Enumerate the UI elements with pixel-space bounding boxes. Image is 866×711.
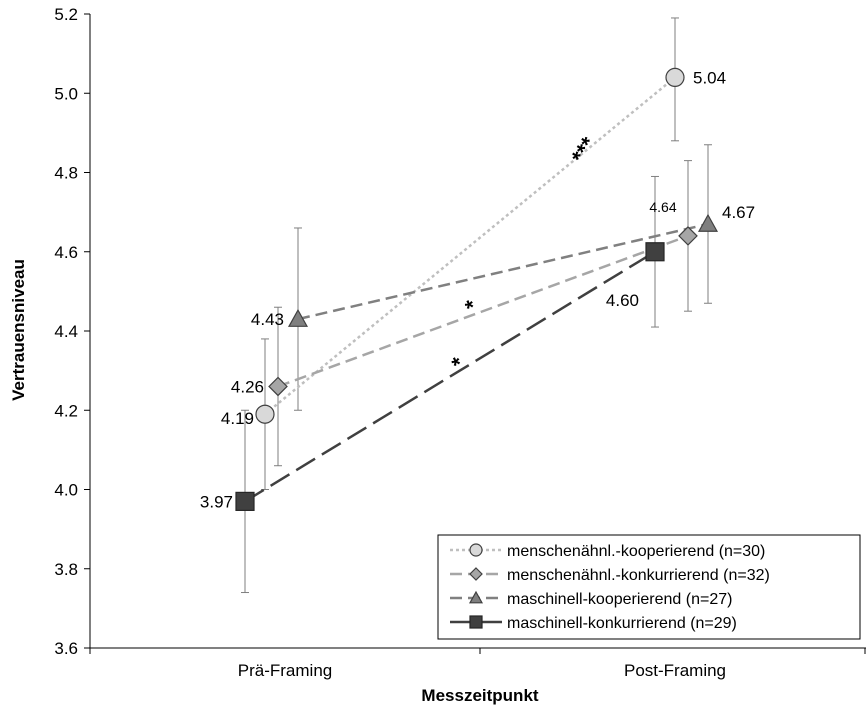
x-tick-label: Prä-Framing xyxy=(238,661,332,680)
data-label: 4.19 xyxy=(221,409,254,428)
series-markers xyxy=(235,67,719,511)
y-tick-label: 4.2 xyxy=(54,401,78,420)
legend-box xyxy=(437,534,861,640)
y-tick-label: 4.6 xyxy=(54,243,78,262)
axes: 3.6 3.8 4.0 4.2 4.4 4.6 4.8 5.0 5.2 Prä-Framing Po… xyxy=(54,5,866,680)
y-axis-title: Vertrauensniveau xyxy=(9,259,28,401)
legend-label: menschenähnl.-kooperierend (n=30) xyxy=(507,543,765,560)
legend-label: maschinell-konkurrierend (n=29) xyxy=(507,615,737,632)
significance-marker: * xyxy=(448,351,467,377)
marker-square xyxy=(645,242,665,262)
y-tick-label: 3.8 xyxy=(54,560,78,579)
data-labels: 4.19 5.04 4.26 4.64 4.43 4.67 3.97 4.60 xyxy=(200,68,755,511)
data-label: 3.97 xyxy=(200,492,233,511)
y-tick-label: 4.4 xyxy=(54,322,78,341)
marker-diamond xyxy=(678,226,698,246)
series-line xyxy=(264,76,676,416)
marker-diamond xyxy=(268,376,288,397)
y-tick-label: 4.0 xyxy=(54,481,78,500)
y-tick-label: 4.8 xyxy=(54,164,78,183)
marker-circle xyxy=(665,67,685,88)
legend-label: menschenähnl.-konkurrierend (n=32) xyxy=(507,567,770,584)
marker-circle xyxy=(255,404,275,424)
series-line xyxy=(277,234,689,388)
series-line xyxy=(297,222,709,321)
significance-markers: ***** xyxy=(448,132,602,377)
series-lines xyxy=(244,76,709,503)
y-tick-label: 3.6 xyxy=(54,639,78,658)
data-label: 4.67 xyxy=(722,203,755,222)
marker-triangle xyxy=(697,213,719,232)
data-label: 4.43 xyxy=(251,310,284,329)
data-label: 5.04 xyxy=(693,68,726,87)
data-label: 4.60 xyxy=(606,291,639,310)
marker-square xyxy=(235,491,255,511)
y-tick-label: 5.2 xyxy=(54,5,78,24)
data-label: 4.64 xyxy=(649,199,676,215)
x-tick-label: Post-Framing xyxy=(624,661,726,680)
marker-diamond xyxy=(469,567,483,581)
marker-triangle xyxy=(468,590,484,604)
marker-triangle xyxy=(287,308,309,327)
y-tick-label: 5.0 xyxy=(54,84,78,103)
x-axis-title: Messzeitpunkt xyxy=(421,686,538,705)
legend: menschenähnl.-kooperierend (n=30) mensche… xyxy=(437,534,861,640)
data-label: 4.26 xyxy=(231,377,264,396)
marker-square xyxy=(469,615,483,629)
legend-label: maschinell-kooperierend (n=27) xyxy=(507,591,732,608)
marker-circle xyxy=(469,543,483,557)
series-line xyxy=(244,250,656,503)
